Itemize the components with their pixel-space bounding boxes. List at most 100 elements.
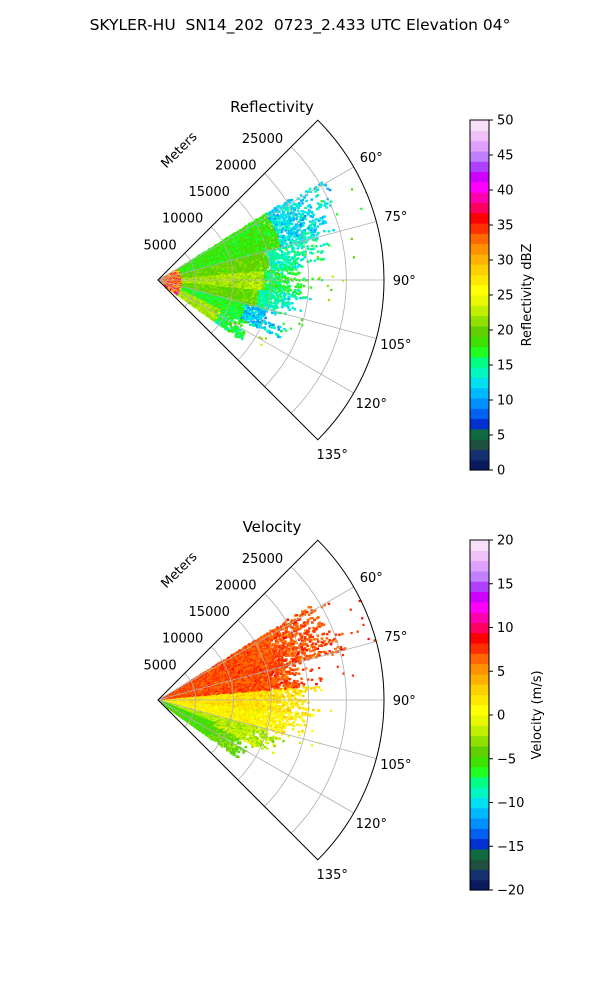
- radar-gate: [295, 203, 298, 206]
- radar-gate: [236, 253, 240, 256]
- radar-gate: [259, 294, 263, 297]
- radar-gate: [282, 280, 286, 284]
- radar-gate: [324, 221, 328, 224]
- radar-gate: [288, 262, 292, 265]
- radar-gate: [235, 240, 239, 243]
- radar-gate: [292, 206, 295, 210]
- radar-gate: [290, 198, 294, 202]
- radar-gate: [246, 262, 249, 265]
- radar-gate: [255, 233, 258, 236]
- radar-gate: [274, 313, 277, 316]
- radar-gate: [299, 291, 303, 294]
- radar-gate: [328, 188, 332, 192]
- radar-gate: [241, 292, 244, 295]
- radar-gate: [269, 245, 273, 249]
- radar-gate: [289, 219, 292, 222]
- radar-gate: [255, 282, 259, 285]
- radar-gate: [290, 232, 293, 235]
- radar-gate: [241, 259, 245, 262]
- radar-gate: [271, 274, 274, 277]
- radar-gate: [229, 242, 232, 246]
- radar-gate: [233, 271, 236, 275]
- radar-gate: [259, 218, 263, 221]
- radar-gate: [281, 222, 284, 226]
- radar-gate: [255, 270, 258, 273]
- radar-gate: [286, 220, 289, 223]
- radar-gate: [288, 308, 292, 312]
- radar-gate: [233, 232, 237, 235]
- radar-gate: [323, 215, 326, 218]
- radar-gate: [277, 228, 281, 231]
- radar-gate: [264, 235, 268, 239]
- radar-gate: [286, 238, 290, 241]
- radar-gate: [245, 234, 249, 237]
- radar-gate: [278, 293, 282, 296]
- radar-gate: [261, 291, 265, 295]
- radar-gate: [277, 239, 280, 242]
- radar-gate: [239, 303, 242, 306]
- radar-gate: [295, 213, 298, 216]
- radar-gate: [251, 240, 254, 243]
- radar-gate: [258, 221, 262, 225]
- radar-gate: [300, 224, 303, 227]
- radar-gate: [274, 300, 278, 303]
- radar-gate: [215, 262, 218, 265]
- radar-gate: [268, 303, 271, 307]
- radar-gate: [251, 265, 254, 268]
- radar-gate: [268, 242, 271, 246]
- radar-gate: [248, 229, 252, 232]
- radar-gate: [304, 296, 308, 299]
- radar-gate: [256, 303, 260, 306]
- radar-gate: [269, 232, 272, 235]
- radar-gate: [249, 298, 252, 301]
- radar-gate: [239, 229, 242, 232]
- radar-gate: [261, 221, 265, 224]
- radar-gate: [252, 270, 255, 273]
- radar-gate: [288, 232, 291, 235]
- radar-gate: [284, 266, 287, 270]
- radar-gate: [234, 237, 238, 241]
- radar-gate: [298, 202, 301, 205]
- radar-gate: [259, 223, 262, 226]
- radar-gate: [279, 206, 282, 209]
- radar-gate: [278, 247, 282, 250]
- radar-gate: [239, 269, 243, 272]
- radar-gate: [268, 238, 271, 242]
- radar-gate: [277, 278, 281, 281]
- radar-gate: [284, 263, 287, 266]
- radar-gate: [324, 202, 327, 205]
- radar-gate: [270, 218, 273, 221]
- radar-gate: [255, 299, 258, 302]
- radar-gate: [284, 293, 287, 296]
- radar-gate: [242, 281, 245, 284]
- radar-gate: [242, 241, 246, 245]
- radar-gate: [260, 226, 263, 229]
- radar-gate: [252, 292, 256, 295]
- radar-gate: [258, 307, 261, 310]
- radar-gate: [264, 232, 268, 235]
- radar-gate: [266, 235, 269, 239]
- radar-gate: [306, 190, 310, 193]
- radar-gate: [289, 288, 292, 292]
- radar-gate: [227, 291, 230, 294]
- radar-gate: [275, 207, 279, 210]
- radar-gate: [314, 186, 318, 189]
- radar-gate: [291, 279, 294, 282]
- radar-gate: [266, 294, 270, 298]
- radar-gate: [252, 303, 255, 306]
- radar-gate: [269, 228, 272, 232]
- radar-gate: [220, 283, 224, 286]
- radar-gate: [259, 303, 263, 306]
- radar-gate: [241, 275, 244, 278]
- radar-gate: [285, 221, 288, 225]
- radar-gate: [266, 259, 270, 262]
- radar-gate: [232, 254, 236, 257]
- radar-gate: [220, 287, 224, 290]
- radar-gate: [271, 230, 275, 234]
- radar-gate: [289, 235, 292, 238]
- radar-gate: [287, 222, 291, 225]
- radar-gate: [237, 238, 241, 241]
- radar-gate: [319, 244, 323, 248]
- radar-gate: [273, 243, 277, 246]
- radar-gate: [259, 245, 263, 248]
